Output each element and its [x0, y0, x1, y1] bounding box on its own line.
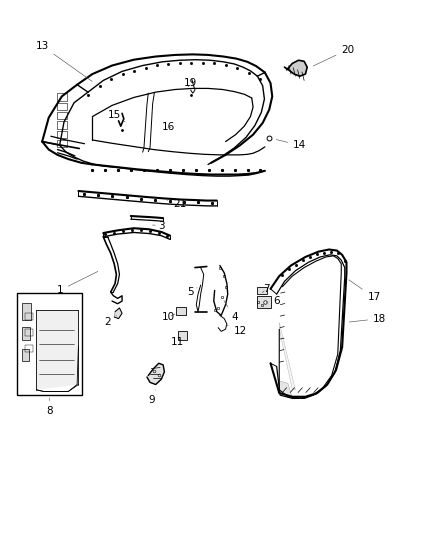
Polygon shape	[36, 310, 78, 390]
Text: 18: 18	[349, 313, 386, 324]
Text: 7: 7	[262, 284, 269, 294]
Text: 6: 6	[266, 296, 280, 306]
Bar	[176, 307, 186, 316]
Polygon shape	[114, 308, 122, 319]
Text: 17: 17	[349, 280, 381, 302]
Text: 5: 5	[187, 287, 197, 297]
Text: 20: 20	[313, 45, 354, 66]
Bar	[21, 350, 28, 361]
Text: 4: 4	[224, 301, 237, 322]
Polygon shape	[279, 381, 292, 398]
Bar	[25, 345, 32, 352]
Text: 2: 2	[104, 316, 117, 327]
Bar	[258, 287, 267, 294]
Polygon shape	[285, 60, 307, 76]
Text: 1: 1	[57, 271, 98, 295]
Bar	[57, 93, 67, 101]
Text: 13: 13	[35, 41, 92, 82]
Bar	[17, 293, 82, 395]
Text: 11: 11	[171, 337, 184, 347]
Text: 12: 12	[227, 325, 247, 336]
Bar	[21, 327, 29, 340]
Bar	[21, 303, 31, 320]
Text: 10: 10	[162, 312, 175, 322]
Bar	[177, 332, 187, 340]
Bar	[25, 313, 32, 320]
Bar	[57, 140, 67, 148]
Polygon shape	[147, 364, 164, 384]
Bar	[25, 329, 32, 336]
Text: 14: 14	[276, 140, 307, 150]
Text: 3: 3	[152, 221, 165, 231]
Bar	[57, 112, 67, 119]
Text: 15: 15	[108, 110, 125, 122]
Bar	[57, 131, 67, 138]
Bar	[57, 122, 67, 128]
Text: 19: 19	[184, 78, 197, 88]
Text: 16: 16	[162, 122, 175, 132]
Bar	[57, 102, 67, 110]
Bar	[257, 296, 271, 308]
Polygon shape	[279, 322, 295, 390]
Text: 21: 21	[167, 199, 186, 209]
Text: 8: 8	[46, 398, 53, 416]
Text: 9: 9	[148, 390, 155, 406]
